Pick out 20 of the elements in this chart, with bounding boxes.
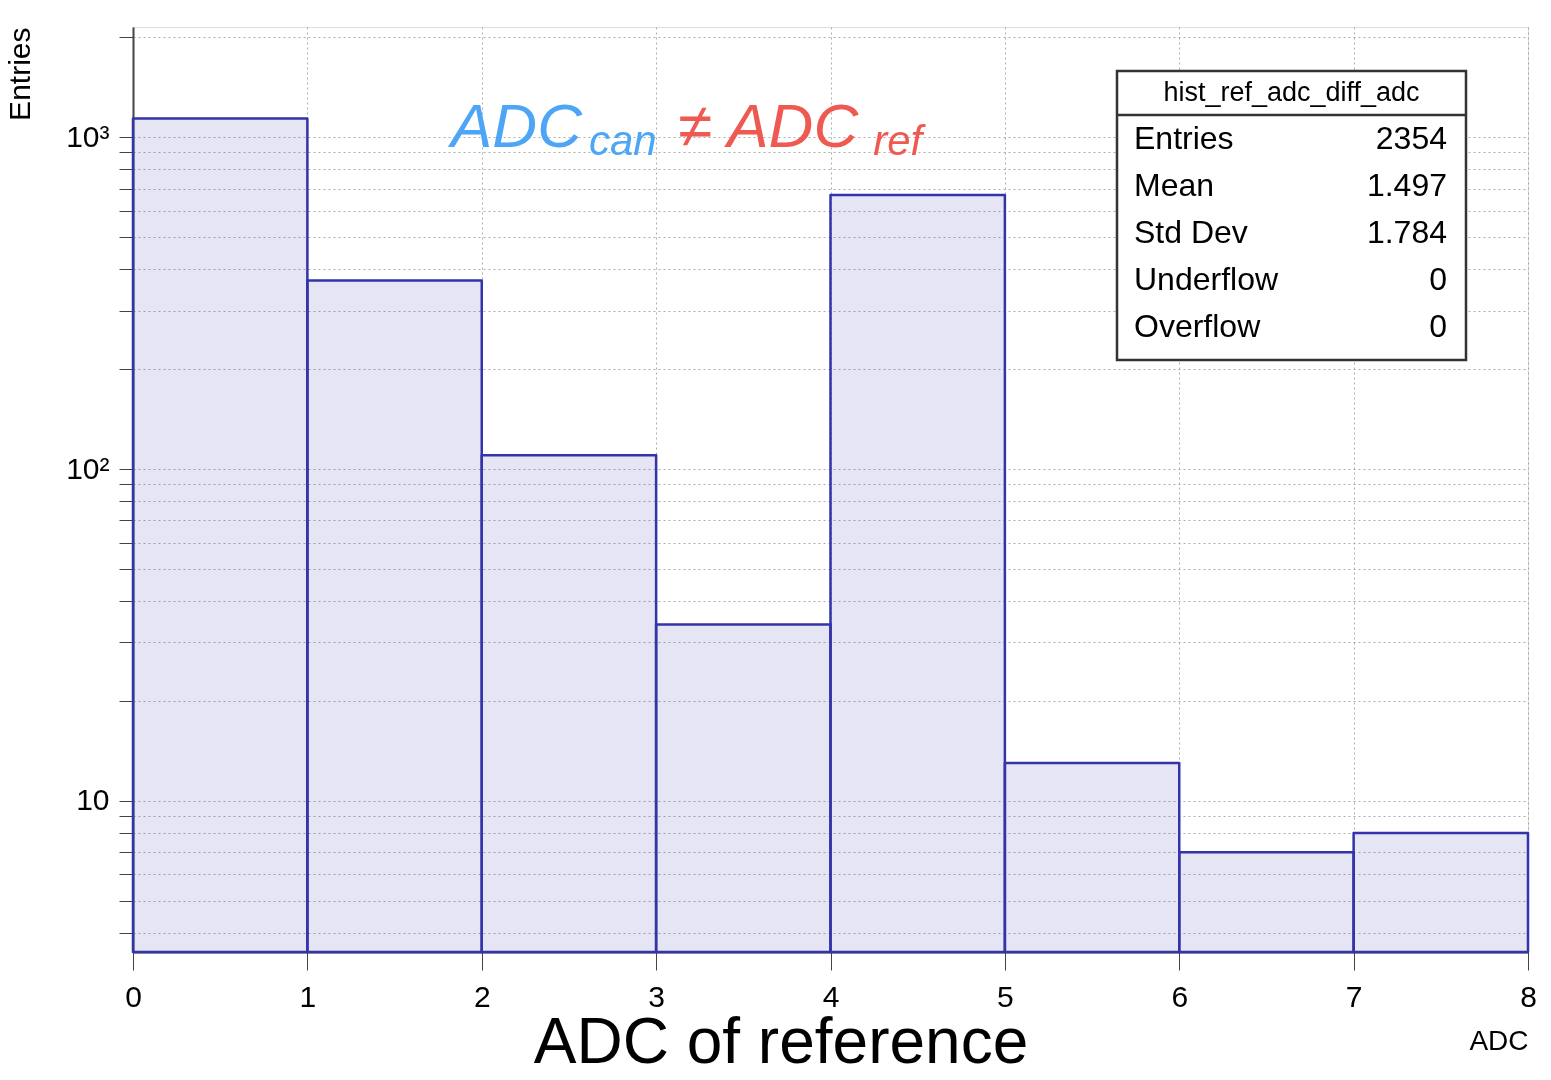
y-tick-label: 10 bbox=[76, 783, 110, 817]
x-tick-label: 6 bbox=[1171, 979, 1189, 1013]
text: Underflow 0 bbox=[1134, 261, 1447, 297]
y-tick-label: 10² bbox=[66, 451, 110, 485]
text: Mean 1.497 bbox=[1134, 167, 1447, 203]
y-tick-label: 10³ bbox=[66, 119, 110, 153]
x-tick-label: 3 bbox=[648, 979, 665, 1013]
x-tick-label: 7 bbox=[1345, 979, 1363, 1013]
x-tick-label: 4 bbox=[822, 979, 840, 1013]
text: Overflow 0 bbox=[1134, 308, 1447, 344]
y-axis-title: Entries bbox=[3, 27, 37, 121]
x-tick-label: 1 bbox=[299, 979, 317, 1013]
x-axis-title: ADC bbox=[1469, 1024, 1529, 1056]
x-tick-label: 0 bbox=[125, 979, 142, 1013]
text: Std Dev 1.784 bbox=[1134, 214, 1447, 250]
annotation: hist_ref_adc_diff_adc bbox=[1163, 77, 1420, 107]
x-tick-label: 8 bbox=[1520, 979, 1537, 1013]
x-tick-label: 5 bbox=[997, 979, 1014, 1013]
x-tick-label: 2 bbox=[473, 979, 491, 1013]
text: Entries 2354 bbox=[1134, 120, 1447, 156]
